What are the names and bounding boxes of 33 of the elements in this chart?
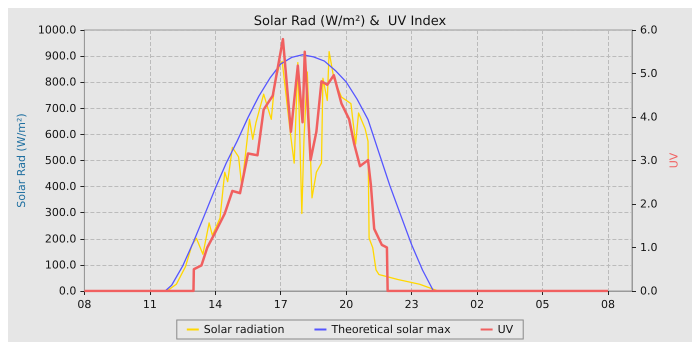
y-tick-label: 700.0 xyxy=(44,102,76,115)
y-tick-label: 0.0 xyxy=(58,284,76,298)
x-tick-label: 17 xyxy=(274,298,288,311)
y2-tick-label: 1.0 xyxy=(640,241,658,254)
x-tick-label: 14 xyxy=(208,298,222,311)
y2-tick-label: 3.0 xyxy=(640,154,658,167)
y2-tick-label: 4.0 xyxy=(640,110,658,124)
y2-tick-label: 2.0 xyxy=(640,198,658,210)
y2-tick-label: 6.0 xyxy=(640,24,658,36)
x-tick-label: 11 xyxy=(142,298,157,311)
y-tick-label: 200.0 xyxy=(44,232,76,246)
x-tick-label: 05 xyxy=(536,298,550,311)
y-tick-label: 500.0 xyxy=(44,154,76,167)
y-tick-label: 100.0 xyxy=(44,258,76,272)
y-tick-label: 1000.0 xyxy=(38,24,76,36)
chart-title: Solar Rad (W/m²) & UV Index xyxy=(254,14,447,29)
y2-tick-label: 5.0 xyxy=(640,67,658,80)
y-tick-label: 900.0 xyxy=(44,50,76,63)
y2-axis-title: UV xyxy=(667,152,680,168)
y-axis-title: Solar Rad (W/m²) xyxy=(15,113,28,208)
legend-label: Theoretical solar max xyxy=(330,323,452,336)
y-tick-label: 400.0 xyxy=(44,180,76,194)
x-tick-label: 20 xyxy=(339,298,354,311)
y-tick-label: 600.0 xyxy=(44,128,76,141)
y-tick-label: 300.0 xyxy=(44,206,76,220)
x-tick-label: 23 xyxy=(404,298,419,311)
y-tick-label: 800.0 xyxy=(44,76,76,89)
legend-label: Solar radiation xyxy=(204,323,284,336)
y2-tick-label: 0.0 xyxy=(640,284,658,298)
legend-label: UV xyxy=(498,323,514,336)
x-tick-label: 08 xyxy=(77,298,92,311)
x-tick-label: 02 xyxy=(470,298,484,311)
x-tick-label: 08 xyxy=(601,298,615,311)
